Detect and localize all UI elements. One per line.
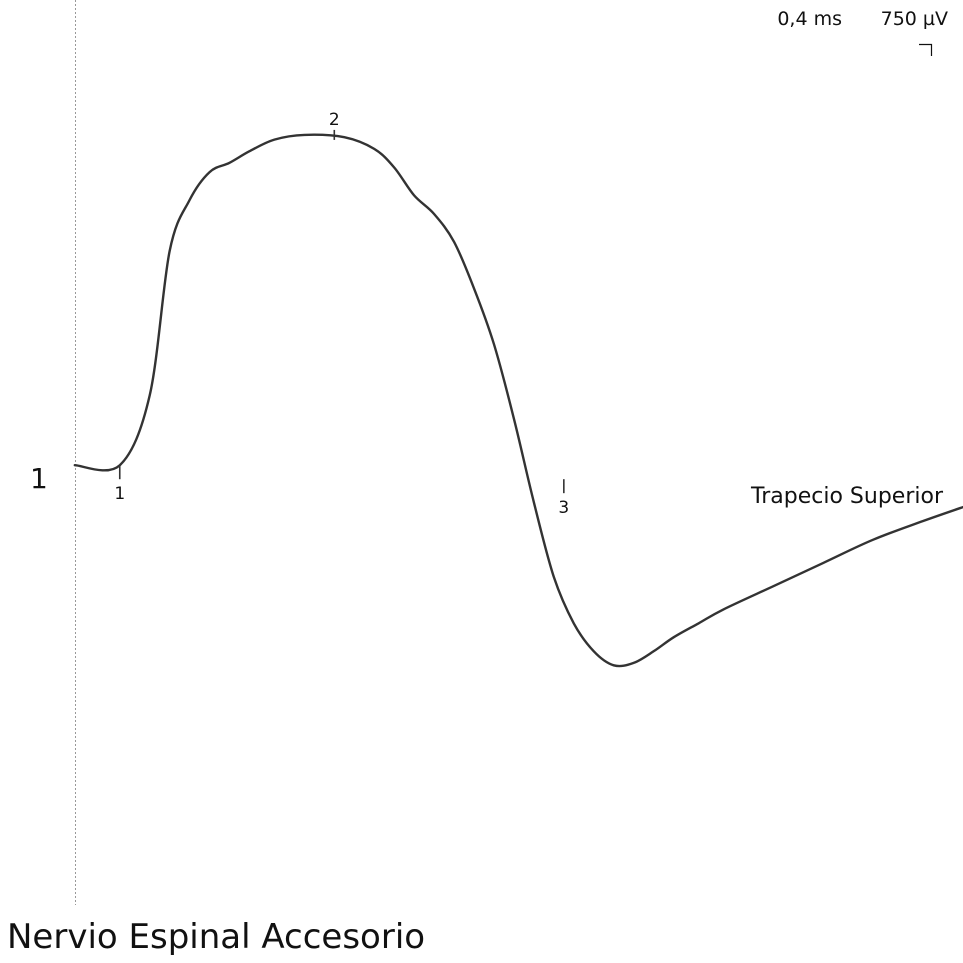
marker-label-3: 3 [558,498,569,518]
series-label-trapecio-superior: Trapecio Superior [750,484,944,509]
marker-label-2: 2 [329,110,340,130]
scale-amplitude-label: 750 µV [881,8,948,30]
scale-calibration-icon [919,43,933,56]
chart-title: Nervio Espinal Accesorio [7,917,425,957]
marker-group: 1 2 3 [114,110,569,518]
trace-number-label: 1 [30,462,48,495]
scale-time-label: 0,4 ms [777,8,842,30]
marker-label-1: 1 [114,484,125,504]
series-line-trapecio-superior [73,133,963,668]
